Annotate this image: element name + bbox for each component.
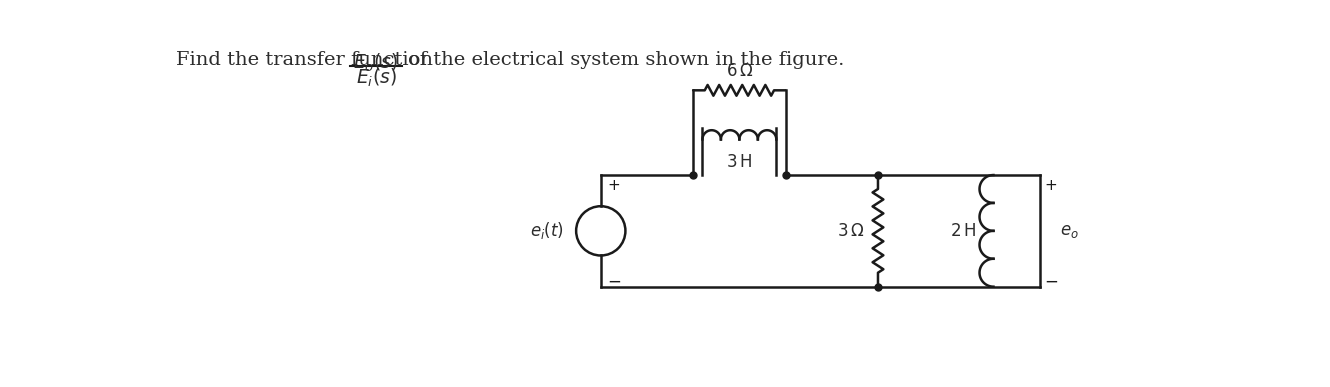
Text: $E_i(s)$: $E_i(s)$ [355, 67, 396, 89]
Text: −: − [1044, 273, 1059, 291]
Text: $e_i(t)$: $e_i(t)$ [529, 220, 564, 241]
Text: $3\,\Omega$: $3\,\Omega$ [837, 222, 865, 240]
Text: $e_o$: $e_o$ [1060, 222, 1079, 240]
Text: $6\,\Omega$: $6\,\Omega$ [726, 62, 753, 80]
Text: +: + [606, 178, 620, 193]
Text: $2\,\mathrm{H}$: $2\,\mathrm{H}$ [951, 222, 976, 240]
Text: +: + [1044, 178, 1057, 193]
Text: $E_o(s)$: $E_o(s)$ [354, 52, 399, 74]
Text: of the electrical system shown in the figure.: of the electrical system shown in the fi… [408, 51, 845, 69]
Text: Find the transfer function: Find the transfer function [176, 51, 432, 69]
Text: −: − [606, 273, 621, 291]
Text: $3\,\mathrm{H}$: $3\,\mathrm{H}$ [726, 153, 753, 171]
